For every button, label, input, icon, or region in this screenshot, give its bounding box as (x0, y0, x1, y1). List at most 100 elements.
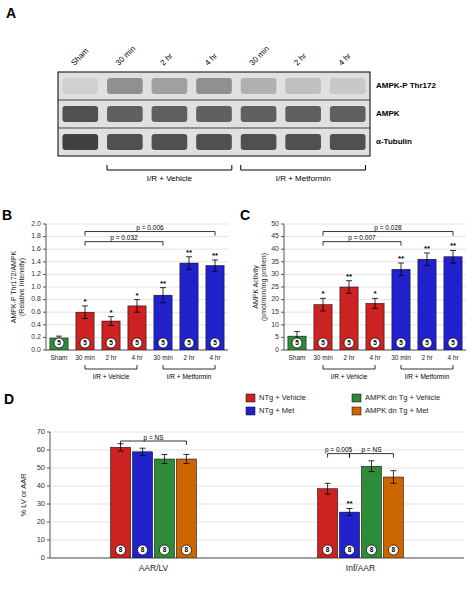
column-label: Sham (69, 46, 90, 67)
group-label: I/R + Metformin (276, 174, 331, 183)
y-axis-line (50, 432, 51, 558)
p-value: p = 0.032 (110, 234, 138, 242)
band (285, 78, 321, 94)
n-label: 5 (399, 339, 403, 346)
n-label-circle (292, 338, 302, 348)
tick-label: 0.2 (31, 333, 41, 340)
error-bar (160, 288, 166, 303)
star-label: * (321, 289, 325, 298)
n-label: 8 (348, 546, 352, 553)
n-label-circle (181, 545, 191, 555)
band (196, 78, 232, 94)
n-label: 5 (83, 339, 87, 346)
n-label: 8 (370, 546, 374, 553)
n-label: 8 (185, 546, 189, 553)
tick-label: 10 (37, 535, 45, 544)
y-axis-line (46, 224, 47, 350)
bar (366, 303, 384, 350)
group-label: I/R + Metformin (405, 373, 450, 380)
band (285, 134, 321, 150)
error-bar (140, 448, 146, 455)
grid-line (46, 287, 228, 288)
labels: 5Sham5*30 min5*2 hr5*4 hr5**30 min5**2 h… (51, 224, 222, 380)
grid-line (284, 287, 466, 288)
significance-bar (323, 242, 401, 246)
band (196, 134, 232, 150)
n-label-circle (132, 338, 142, 348)
bar (314, 305, 332, 350)
n-label: 8 (119, 546, 123, 553)
y-axis-label-line: (pmol/min/mg protien) (260, 253, 268, 321)
tick-label: 2.0 (31, 220, 41, 227)
category-label: Inf/AAR (346, 563, 375, 573)
blot-panel: ASham30 min2 hr4 hr30 min2 hr4 hrAMPK-P … (6, 5, 436, 183)
column-label: 4 hr (203, 51, 219, 67)
band (152, 78, 188, 94)
category-label: 30 min (313, 354, 333, 361)
n-label: 5 (161, 339, 165, 346)
y-axis-label-line: % LV or AAR (19, 473, 28, 517)
n-label: 5 (347, 339, 351, 346)
legend-label: NTg + Met (259, 406, 295, 415)
star-label: ** (160, 279, 167, 288)
error-bar (108, 317, 114, 326)
legend-swatch (246, 394, 255, 402)
star-label: ** (450, 241, 457, 250)
significance-bar (328, 454, 350, 458)
row-separator (58, 128, 370, 129)
panel-letter: D (4, 391, 14, 407)
error-bar (325, 483, 331, 494)
error-bar (368, 461, 374, 472)
category-label: 4 hr (447, 354, 459, 361)
legend-swatch (246, 407, 255, 415)
category-label: 4 hr (209, 354, 221, 361)
y-axis-label: AMPK-P Thr172/AMPK(Relative Intensity) (10, 250, 26, 323)
category-label: 4 hr (369, 354, 381, 361)
grid-line (284, 249, 466, 250)
group-label: I/R + Metformin (167, 373, 212, 380)
tick-label: 1.8 (31, 232, 41, 239)
column-label: 2 hr (158, 51, 174, 67)
band (330, 78, 366, 94)
tick-label: 0 (41, 553, 45, 562)
n-label: 8 (163, 546, 167, 553)
y-axis-label: % LV or AAR (19, 473, 28, 517)
star-label: * (135, 291, 139, 300)
n-label-circle (344, 338, 354, 348)
category-label: 2 hr (343, 354, 355, 361)
panel-letter: C (240, 207, 250, 223)
tick-label: 25 (271, 283, 279, 290)
n-label: 5 (321, 339, 325, 346)
tick-label: 20 (271, 295, 279, 302)
error-bar (161, 455, 167, 464)
column-label: 4 hr (337, 51, 353, 67)
bar (154, 295, 172, 350)
tick-label: 0.4 (31, 321, 41, 328)
star-label: * (109, 308, 113, 317)
star-label: * (83, 297, 87, 306)
column-label: 2 hr (292, 51, 308, 67)
error-bar (134, 300, 140, 313)
n-label: 8 (392, 546, 396, 553)
n-label-circle (54, 338, 64, 348)
p-value: p = 0.028 (374, 224, 402, 232)
n-label: 5 (187, 339, 191, 346)
n-label-circle (345, 545, 355, 555)
star-label: ** (398, 254, 405, 263)
row-label: AMPK-P Thr172 (376, 81, 436, 90)
n-label: 8 (326, 546, 330, 553)
n-label-circle (318, 338, 328, 348)
band (285, 106, 321, 122)
band (330, 106, 366, 122)
bar (110, 447, 130, 558)
n-label-circle (80, 338, 90, 348)
bar (383, 477, 403, 558)
band (62, 106, 98, 122)
tick-label: 0.0 (31, 346, 41, 353)
n-label-circle (138, 545, 148, 555)
error-bar (346, 281, 352, 294)
significance-bar (350, 454, 394, 458)
p-value: p = NS (361, 446, 382, 454)
bar (340, 287, 358, 350)
y-axis-label: AMPK Activity(pmol/min/mg protien) (252, 253, 268, 321)
